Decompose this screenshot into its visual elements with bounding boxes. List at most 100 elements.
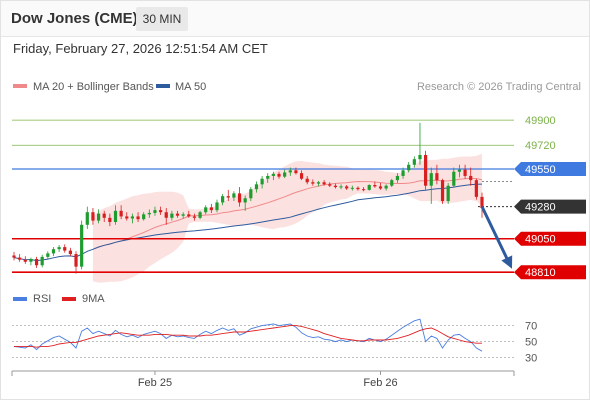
rsi-level-label-30: 30	[525, 353, 537, 365]
candle-body	[68, 250, 72, 255]
candle-body	[91, 212, 95, 221]
candle-body	[175, 213, 180, 216]
candle-body	[192, 216, 197, 218]
candle-body	[469, 175, 473, 181]
candle	[322, 180, 326, 186]
candle	[412, 156, 416, 168]
candle-body	[226, 196, 230, 198]
candle-body	[333, 185, 337, 188]
candle	[283, 169, 287, 179]
candle	[215, 199, 219, 213]
candle	[435, 164, 439, 185]
level-label-48810: 48810	[525, 267, 556, 279]
candle	[440, 178, 445, 204]
candle-body	[215, 202, 219, 211]
timeframe-badge[interactable]: 30 MIN	[136, 7, 188, 31]
candle-body	[390, 180, 394, 186]
legend-9ma-swatch	[62, 297, 76, 301]
candle	[260, 175, 264, 189]
candle	[125, 212, 129, 221]
candle-body	[113, 210, 118, 222]
chart-header	[0, 0, 590, 36]
level-label-49720: 49720	[525, 140, 556, 152]
candle	[57, 245, 61, 252]
candle-body	[29, 258, 33, 262]
candle-body	[311, 182, 315, 184]
candle	[170, 210, 174, 221]
legend-9ma-label: 9MA	[82, 293, 105, 305]
legend-rsi-label: RSI	[33, 293, 51, 305]
candle-body	[266, 175, 270, 179]
candle-body	[474, 180, 478, 197]
timestamp: Friday, February 27, 2026 12:51:54 AM CE…	[13, 41, 268, 56]
candle-body	[395, 175, 400, 181]
candle-body	[328, 184, 332, 186]
ma20-line	[92, 177, 483, 250]
candle	[249, 187, 253, 202]
candle	[221, 194, 225, 206]
candle	[446, 182, 450, 204]
rsi-level-label-50: 50	[525, 337, 537, 349]
candle	[164, 208, 168, 225]
candle	[277, 171, 281, 179]
candle-body	[187, 214, 191, 217]
candle	[34, 256, 39, 269]
candle-body	[232, 193, 236, 198]
candle-body	[198, 212, 202, 218]
candle	[226, 189, 230, 202]
candle-body	[440, 180, 445, 202]
candle-body	[12, 255, 16, 258]
candle-body	[412, 159, 416, 165]
candle-body	[130, 216, 135, 219]
candle-body	[249, 189, 253, 199]
candle-body	[159, 210, 163, 213]
candle	[204, 205, 208, 215]
candle	[136, 212, 140, 222]
forecast-arrow-head	[501, 255, 513, 269]
rsi-line	[13, 318, 483, 352]
candle-body	[51, 249, 56, 254]
candle-body	[271, 173, 275, 176]
candle	[299, 170, 304, 181]
candle-body	[96, 213, 101, 221]
candle	[429, 167, 433, 204]
level-label-49900: 49900	[525, 115, 556, 127]
candle	[339, 184, 343, 190]
candle	[356, 186, 360, 191]
candle	[311, 179, 315, 186]
candle	[12, 251, 16, 261]
candle-body	[164, 212, 168, 218]
candle	[113, 205, 118, 225]
candle	[333, 183, 337, 189]
candle-body	[102, 213, 106, 218]
candle-body	[209, 207, 213, 211]
candle	[266, 173, 270, 183]
candle	[424, 150, 428, 190]
candle-body	[18, 257, 22, 260]
candle-body	[80, 224, 84, 267]
candle	[192, 213, 197, 221]
candle	[361, 187, 366, 192]
candle-body	[322, 182, 326, 185]
candle-body	[277, 173, 281, 177]
candle	[130, 213, 135, 224]
candle-body	[85, 212, 89, 225]
candle-body	[254, 184, 259, 190]
candle-body	[221, 196, 225, 203]
candle-body	[373, 185, 377, 187]
candle	[91, 208, 95, 225]
candle	[373, 181, 377, 188]
candle	[407, 161, 411, 173]
candle-body	[294, 170, 298, 174]
candle-body	[108, 217, 112, 222]
candle	[51, 247, 56, 257]
candle	[142, 212, 146, 221]
candle	[390, 178, 394, 188]
candle	[350, 185, 354, 191]
candle-body	[435, 173, 439, 181]
candle	[345, 185, 349, 190]
candle-body	[418, 155, 422, 160]
candle-body	[136, 216, 140, 220]
ma50-line	[13, 183, 483, 262]
level-label-49280: 49280	[525, 202, 556, 214]
